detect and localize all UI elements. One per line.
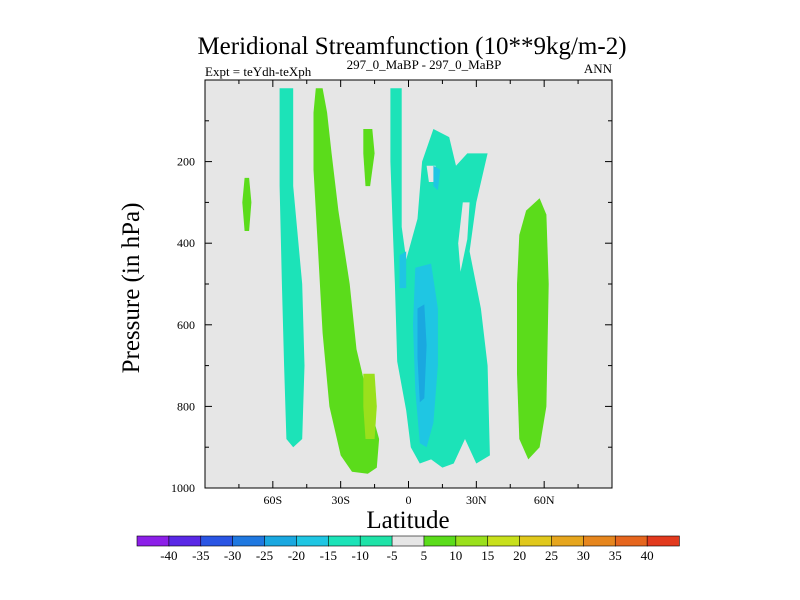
contour-level-15-speck-12N: [433, 165, 441, 191]
contour-negative-band-60S: [279, 88, 305, 448]
x-axis-label: Latitude: [366, 507, 449, 534]
colorbar-swatch: [264, 535, 298, 547]
colorbar-swatch: [487, 535, 521, 547]
y-tick-label: 400: [177, 236, 195, 250]
colorbar-label: -40: [160, 548, 177, 563]
contour-level-20-core-eq: [417, 304, 427, 403]
colorbar-label: -5: [387, 548, 398, 563]
chart-title: Meridional Streamfunction (10**9kg/m-2): [197, 33, 626, 60]
axis-ticks: 60S 30S 0 30N 60N 200 400 600 800 1000: [171, 80, 613, 507]
plot-area: 60S 30S 0 30N 60N 200 400 600 800 1000: [171, 79, 613, 507]
colorbar-swatch: [296, 535, 329, 547]
colorbar-swatch: [359, 535, 393, 547]
colorbar-label: 30: [577, 548, 590, 563]
contour-positive-band-60N: [517, 198, 549, 460]
x-tick-label: 0: [406, 493, 412, 507]
colorbar-label: 40: [641, 548, 654, 563]
colorbar-swatch: [583, 535, 616, 547]
colorbar-label: 10: [449, 548, 462, 563]
colorbar-swatch: [168, 535, 202, 547]
colorbar-swatch: [646, 535, 680, 547]
colorbar-swatch: [423, 535, 457, 547]
colorbar-swatch: [327, 535, 361, 547]
colorbar-swatch: [614, 535, 648, 547]
colorbar-label: 35: [609, 548, 622, 563]
colorbar-label: 5: [421, 548, 428, 563]
colorbar-swatch: [136, 535, 170, 547]
x-tick-label: 30N: [466, 493, 487, 507]
colorbar-swatch: [551, 535, 585, 547]
y-tick-label: 800: [177, 399, 195, 413]
colorbar-label: 25: [545, 548, 558, 563]
contour-positive-blob-20S: [363, 129, 375, 187]
colorbar-swatch: [519, 535, 553, 547]
colorbar-swatch: [391, 535, 425, 547]
y-tick-label: 200: [177, 155, 195, 169]
colorbar-label: -25: [256, 548, 273, 563]
colorbar-swatch: [232, 535, 266, 547]
y-tick-label: 1000: [171, 481, 195, 495]
colorbar-label: -20: [288, 548, 305, 563]
colorbar-label: -15: [320, 548, 337, 563]
contour-gray-inner-gap-25N: [458, 202, 470, 272]
contour-regions: [242, 88, 549, 474]
colorbar-label: 15: [481, 548, 494, 563]
contour-level-15-speck-eq: [399, 251, 407, 289]
x-tick-label: 60S: [263, 493, 282, 507]
contour-positive-blob-75S: [242, 177, 252, 231]
season-label: ANN: [584, 61, 613, 76]
x-tick-label: 60N: [534, 493, 555, 507]
contour-positive-band-30S: [313, 88, 380, 474]
colorbar-label: -10: [352, 548, 369, 563]
colorbar-swatch: [200, 535, 234, 547]
experiment-label: Expt = teYdh-teXph: [205, 64, 312, 79]
y-tick-label: 600: [177, 318, 195, 332]
contour-gray-notch-10N: [426, 165, 436, 182]
colorbar-label: -30: [224, 548, 241, 563]
experiment-difference-label: 297_0_MaBP - 297_0_MaBP: [347, 57, 502, 72]
contour-level-10-core-15S: [363, 373, 377, 439]
x-tick-label: 30S: [331, 493, 350, 507]
colorbar: -40 -35 -30 -25 -20 -15 -10 -5 5 10 15 20 25 30 35 40: [136, 535, 680, 563]
y-axis-label: Pressure (in hPa): [118, 203, 145, 374]
colorbar-label: 20: [513, 548, 526, 563]
colorbar-label: -35: [192, 548, 209, 563]
colorbar-swatch: [455, 535, 489, 547]
